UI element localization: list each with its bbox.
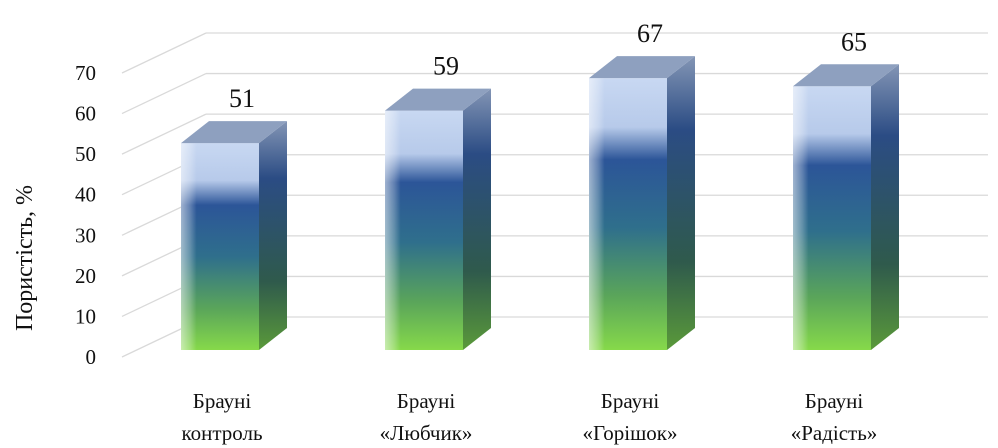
y-tick-label: 10 (75, 304, 96, 328)
bar (181, 121, 287, 350)
y-tick-label: 60 (75, 102, 96, 126)
category-labels: Брауні контроль Брауні «Любчик» Брауні «Горіш… (181, 389, 877, 445)
data-label: 67 (637, 19, 663, 48)
y-axis-title: Пористість, % (12, 185, 38, 331)
y-tick-label: 70 (75, 61, 96, 85)
grid-line-diagonal (121, 72, 207, 115)
category-label: Брауні «Радість» (791, 389, 878, 445)
data-label: 65 (841, 27, 867, 56)
grid-line-diagonal (121, 113, 207, 155)
bar (385, 88, 491, 350)
y-axis-ticks: 0 10 20 30 40 50 60 70 (75, 61, 96, 369)
category-label: Брауні контроль (181, 389, 262, 445)
data-labels: 51 59 67 65 (229, 19, 867, 113)
y-tick-label: 20 (75, 264, 96, 288)
y-tick-label: 40 (75, 183, 96, 207)
y-tick-label: 0 (86, 345, 97, 369)
category-label: Брауні «Горішок» (582, 389, 677, 445)
grid-line-diagonal (121, 32, 207, 74)
category-label: Брауні «Любчик» (380, 389, 473, 445)
y-tick-label: 30 (75, 223, 96, 247)
data-label: 59 (433, 52, 459, 81)
bars (181, 56, 899, 351)
data-label: 51 (229, 84, 255, 113)
y-tick-label: 50 (75, 142, 96, 166)
bar (589, 56, 695, 351)
bar (793, 64, 899, 351)
